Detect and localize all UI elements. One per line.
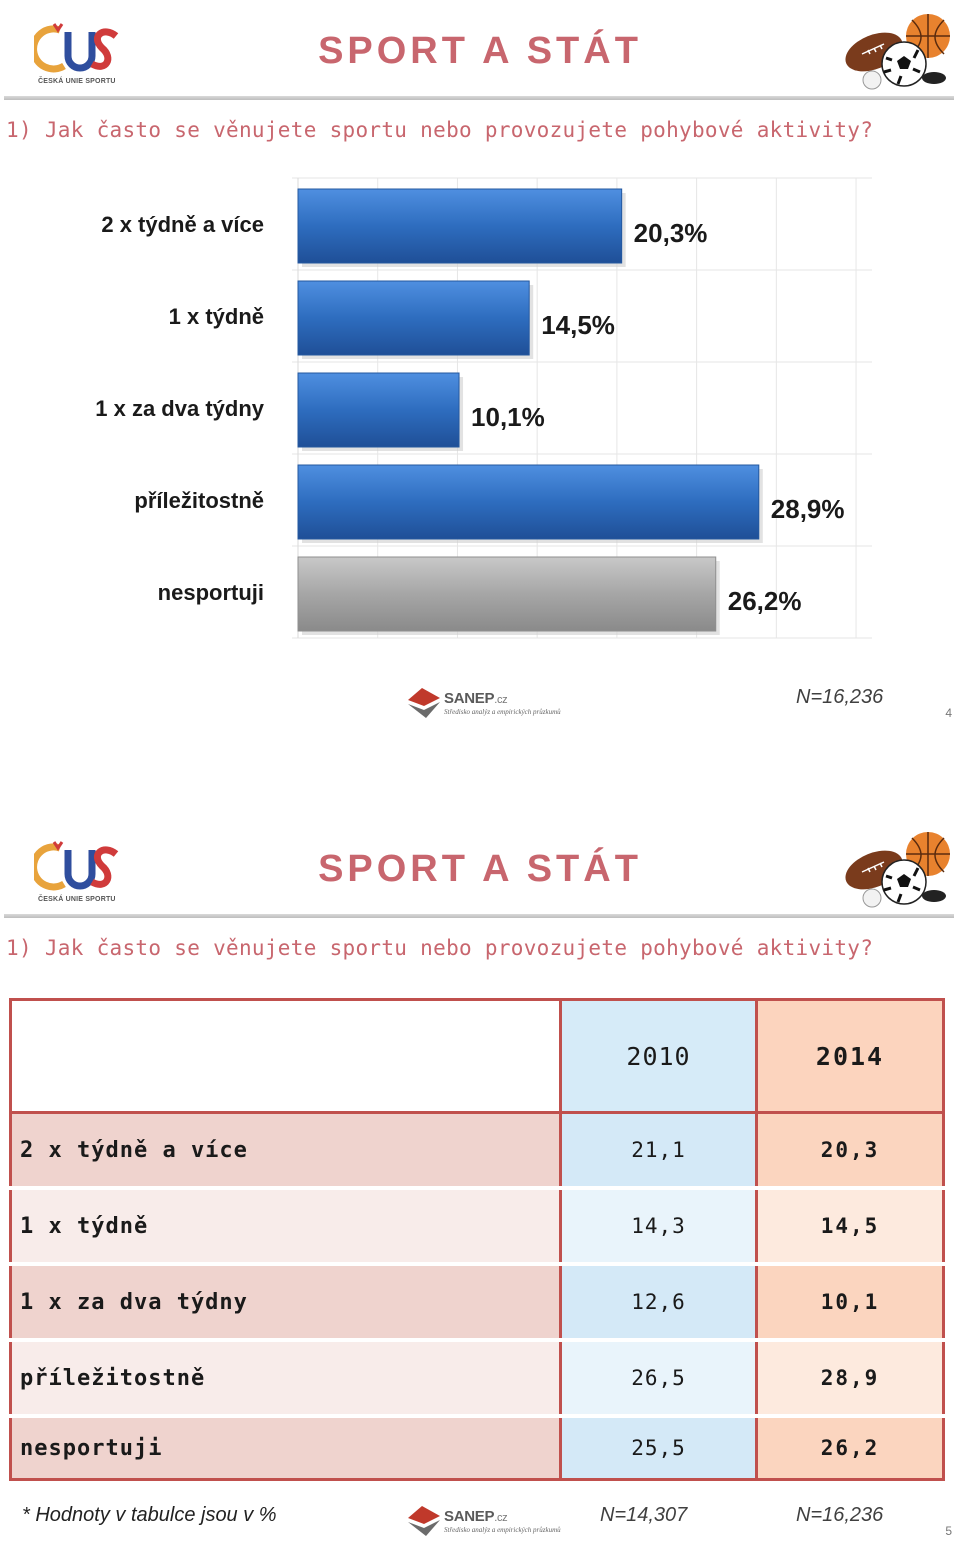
value-label: 20,3% [634,218,708,248]
row-label: 1 x za dva týdny [10,1264,562,1342]
sanep-brand: SANEP.cz [444,1508,508,1525]
sanep-name: SANEP [444,690,495,707]
frequency-bar-chart: 2 x týdně a více 20,3% 1 x týdně 14,5% 1 x z… [95,177,872,639]
bar [297,188,623,264]
table-row: 1 x týdně 14,3 14,5 [10,1188,944,1266]
row-label: 2 x týdně a více [10,1112,562,1190]
survey-question: 1) Jak často se věnujete sportu nebo pro… [6,118,874,142]
table-row: nesportuji 25,5 26,2 [10,1416,944,1480]
sanep-suffix: .cz [494,694,508,706]
table-header-row: 2010 2014 [10,999,944,1114]
logo-caption: ČESKÁ UNIE SPORTU [38,78,116,85]
survey-question: 1) Jak často se věnujete sportu nebo pro… [6,936,874,960]
value-2010: 26,5 [560,1340,758,1418]
category-label: 2 x týdně a více [101,212,264,237]
value-label: 28,9% [771,494,845,524]
comparison-table: 2010 2014 2 x týdně a více 21,1 20,3 1 x… [9,998,945,1481]
category-label: příležitostně [134,488,264,513]
category-label: 1 x za dva týdny [95,396,265,421]
table-footnote: * Hodnoty v tabulce jsou v % [22,1504,277,1526]
sanep-brand: SANEP.cz [444,690,508,707]
slide-5: ČESKÁ UNIE SPORTU SPORT A STÁT 1) Jak ča… [0,818,960,1542]
cus-emblem-icon [30,841,119,891]
header-empty-cell [10,999,562,1114]
sanep-logo: SANEP.cz Středisko analýz a empirických … [404,1502,561,1540]
value-2014: 14,5 [756,1188,944,1266]
table-row: 1 x za dva týdny 12,6 10,1 [10,1264,944,1342]
ceska-unie-sportu-logo: ČESKÁ UNIE SPORTU [30,840,124,910]
bar [297,556,717,632]
table-row: příležitostně 26,5 28,9 [10,1340,944,1418]
sanep-logo: SANEP.cz Středisko analýz a empirických … [404,684,561,722]
bar [297,372,460,448]
page-number: 4 [945,706,952,720]
value-label: 10,1% [471,402,545,432]
value-label: 14,5% [541,310,615,340]
value-2014: 26,2 [756,1416,944,1480]
row-label: příležitostně [10,1340,562,1418]
cus-emblem-icon [30,23,119,73]
category-label: nesportuji [158,580,264,605]
value-2010: 25,5 [560,1416,758,1480]
header-rule [4,96,954,100]
slide-4: ČESKÁ UNIE SPORTU SPORT A STÁT 1) Jak ča… [0,0,960,770]
row-label: nesportuji [10,1416,562,1480]
value-2014: 20,3 [756,1112,944,1190]
sport-balls-icon [845,832,950,908]
table-row: 2 x týdně a více 21,1 20,3 [10,1112,944,1190]
row-label: 1 x týdně [10,1188,562,1266]
logo-caption: ČESKÁ UNIE SPORTU [38,896,116,903]
sample-size: N=16,236 [796,686,884,708]
bar [297,464,760,540]
sample-size-2010: N=14,307 [600,1504,688,1526]
sanep-suffix: .cz [494,1512,508,1524]
sample-size-2014: N=16,236 [796,1504,884,1526]
page-number: 5 [945,1524,952,1538]
category-label: 1 x týdně [169,304,264,329]
value-2010: 14,3 [560,1188,758,1266]
bar [297,280,530,356]
sport-balls-icon [845,14,950,90]
value-2010: 21,1 [560,1112,758,1190]
header-2010: 2010 [560,999,758,1114]
value-2014: 28,9 [756,1340,944,1418]
slide-title: SPORT A STÁT [318,848,642,890]
header-rule [4,914,954,918]
value-2010: 12,6 [560,1264,758,1342]
sanep-mark-icon [408,1506,440,1536]
sanep-tagline: Středisko analýz a empirických průzkumů [444,1526,561,1534]
header-2014: 2014 [756,999,944,1114]
value-label: 26,2% [728,586,802,616]
ceska-unie-sportu-logo: ČESKÁ UNIE SPORTU [30,22,124,92]
value-2014: 10,1 [756,1264,944,1342]
sanep-name: SANEP [444,1508,495,1525]
sanep-tagline: Středisko analýz a empirických průzkumů [444,708,561,716]
sanep-mark-icon [408,688,440,718]
slide-title: SPORT A STÁT [318,30,642,72]
